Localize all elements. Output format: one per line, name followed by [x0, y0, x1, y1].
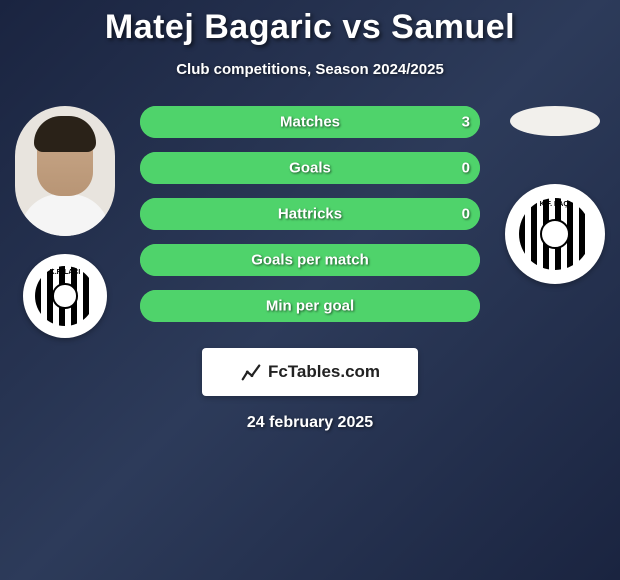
- stat-right-value: 0: [462, 206, 470, 223]
- club-label-left: K.F. LAÇI: [50, 269, 81, 276]
- stat-label: Goals: [289, 160, 331, 177]
- date-label: 24 february 2025: [0, 414, 620, 432]
- stats-area: K.F. LAÇI K.F. LAÇI Matches 3: [0, 106, 620, 432]
- stat-row-hattricks: Hattricks 0: [140, 198, 480, 230]
- club-label-right: K.F. LAÇI: [540, 201, 571, 208]
- player-right-avatar: [510, 106, 600, 136]
- stat-right-value: 0: [462, 160, 470, 177]
- logo-text: FcTables.com: [268, 362, 380, 382]
- stat-row-matches: Matches 3: [140, 106, 480, 138]
- chart-icon: [240, 361, 262, 383]
- player-right-club-badge: K.F. LAÇI: [505, 184, 605, 284]
- player-right-column: K.F. LAÇI: [500, 106, 610, 284]
- subtitle: Club competitions, Season 2024/2025: [0, 61, 620, 78]
- fctables-logo[interactable]: FcTables.com: [202, 348, 418, 396]
- stat-label: Hattricks: [278, 206, 342, 223]
- player-left-avatar: [15, 106, 115, 236]
- stat-row-min-per-goal: Min per goal: [140, 290, 480, 322]
- stat-label: Min per goal: [266, 298, 354, 315]
- stat-row-goals: Goals 0: [140, 152, 480, 184]
- stat-bars: Matches 3 Goals 0 Hattricks 0: [140, 106, 480, 322]
- stat-label: Goals per match: [251, 252, 369, 269]
- page-title: Matej Bagaric vs Samuel: [0, 8, 620, 47]
- comparison-card: Matej Bagaric vs Samuel Club competition…: [0, 0, 620, 432]
- stat-label: Matches: [280, 114, 340, 131]
- stat-right-value: 3: [462, 114, 470, 131]
- player-left-club-badge: K.F. LAÇI: [23, 254, 107, 338]
- player-left-column: K.F. LAÇI: [10, 106, 120, 338]
- stat-row-goals-per-match: Goals per match: [140, 244, 480, 276]
